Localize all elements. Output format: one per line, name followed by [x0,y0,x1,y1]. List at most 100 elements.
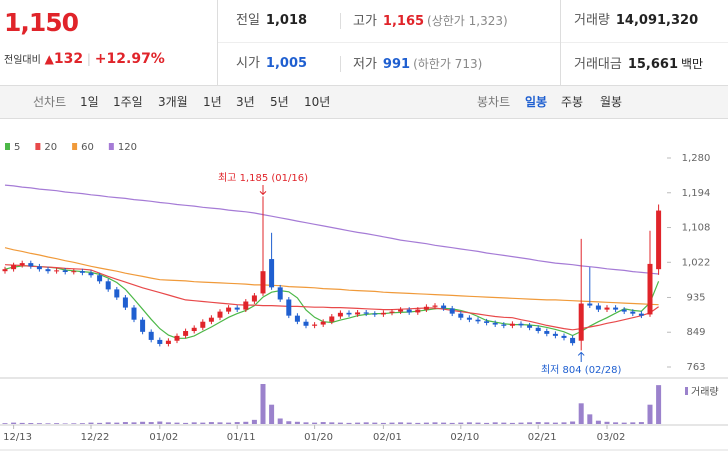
volume-bar [372,422,378,424]
x-tick-label: 03/02 [597,432,626,443]
candle-body [286,299,292,316]
stat-label: 고가 [353,14,377,29]
volume-bar [294,421,300,424]
candle-body [492,322,498,325]
stat-value: 15,661 [627,57,679,72]
volume-bar [492,422,498,424]
candle-body [346,312,352,315]
volume-bar [329,422,335,424]
candle-body [475,319,481,322]
volume-bar [656,385,662,424]
x-tick-label: 02/01 [373,432,402,443]
toolbar-label: 선차트 [33,95,67,109]
volume-bar [2,423,8,424]
stat-label: 거래대금 [574,57,622,72]
candle-body [157,339,163,344]
candle-body [389,311,395,313]
candle-body [423,306,429,310]
period-button[interactable]: 10년 [304,95,331,109]
volume-bar [578,403,584,424]
toolbar: 선차트 1일 1주일 3개월 1년 3년 5년 10년 봉차트 일봉 주봉 월봉 [0,86,728,119]
stat: 저가 991 (하한가 713) [353,43,482,85]
change-label: 전일대비 [4,55,41,66]
period-button[interactable]: 1주일 [113,95,143,109]
volume-bar [423,422,429,424]
stat-note: (상한가 1,323) [427,14,508,28]
toolbar-label: 봉차트 [477,95,511,109]
volume-bar [535,422,541,424]
volume-bar [346,422,352,424]
volume-bar [36,423,42,424]
legend-label: 5 [14,142,20,153]
candle-body [320,321,326,325]
period-button[interactable]: 5년 [270,95,289,109]
legend-swatch [72,143,78,150]
x-tick-label: 01/02 [149,432,178,443]
period-button[interactable]: 3개월 [158,95,188,109]
candle-body [372,313,378,315]
x-tick-label: 02/10 [450,432,479,443]
volume-bar [148,422,154,424]
stat-value: 1,018 [265,13,308,28]
candle-body [122,297,128,308]
candle-body [45,269,51,272]
legend-label: 60 [81,142,94,153]
volume-bar [475,422,481,424]
y-tick-label: 935 [686,292,705,303]
volume-bar [269,404,275,424]
legend-swatch [35,143,41,150]
candle-body [355,312,361,315]
stat-note: (하한가 713) [413,57,483,71]
divider [560,0,561,85]
candle-body [484,321,490,323]
candle-body [527,325,533,328]
candle-body [226,307,232,312]
period-button[interactable]: 월봉 [600,95,623,109]
volume-bar [587,414,593,424]
y-tick-label: 1,194 [682,188,711,199]
legend-swatch [685,387,688,395]
arrow [259,185,267,196]
candle-body [432,305,438,307]
legend-label: 20 [44,142,57,153]
candle-body [613,307,619,310]
candle-body [595,305,601,310]
volume-bar [277,418,283,424]
volume-bar [191,422,197,424]
period-button[interactable]: 3년 [236,95,255,109]
candle-body [466,317,472,320]
ma-line [4,247,659,306]
period-button[interactable]: 1일 [80,95,99,109]
stat-value: 991 [382,57,411,72]
volume-bar [441,422,447,424]
candle-body [165,340,171,344]
volume-bar [509,422,515,424]
volume-bar [131,422,137,424]
candle-body [36,266,42,270]
volume-bar [544,422,550,424]
candle-body [578,303,584,341]
volume-bar [217,422,223,424]
candle-body [337,312,343,317]
candle-body [28,263,34,267]
candle-body [406,309,412,313]
stat-label: 전일 [236,13,260,28]
candle-body [535,327,541,332]
volume-bar [122,422,128,424]
period-button[interactable]: 주봉 [561,95,584,109]
volume-bar [243,421,249,424]
period-button[interactable]: 일봉 [525,95,548,109]
legend-label: 거래량 [691,386,719,398]
candle-body [441,305,447,309]
candle-body [303,321,309,326]
divider [340,13,341,29]
candle-body [114,289,120,298]
volume-bar [595,420,601,424]
volume-bar [561,422,567,424]
price-box: 1,150 전일대비 ▲132 | +12.97% [0,0,218,85]
volume-bar [466,422,472,424]
period-button[interactable]: 1년 [203,95,222,109]
candle-body [329,316,335,322]
y-tick-label: 1,108 [682,223,711,234]
volume-bar [157,421,163,424]
